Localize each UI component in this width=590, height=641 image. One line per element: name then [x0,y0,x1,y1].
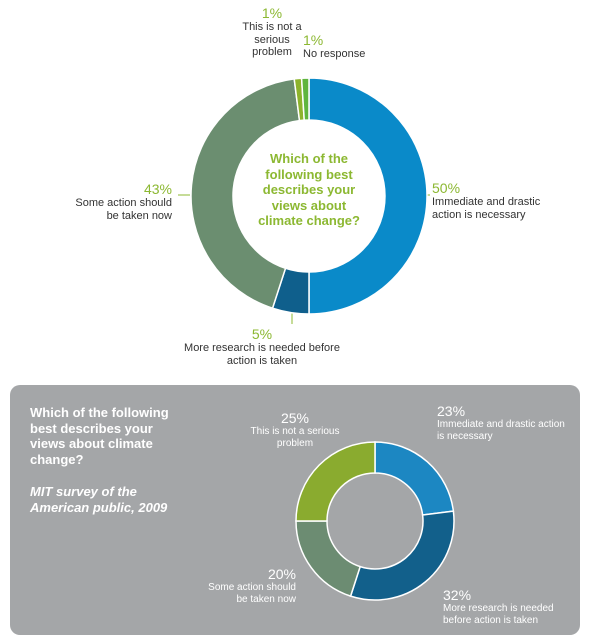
panel [10,385,580,635]
category-label: More research is needed before action is… [443,603,554,626]
donut-segment [308,77,428,315]
value-label: 23% [437,403,466,419]
value-label: 25% [280,410,310,426]
slice-label: 43% Some action should be taken now [62,181,172,222]
center-title: Which of the following best describes yo… [258,151,360,229]
value-label: 20% [267,566,296,582]
category-label: Immediate and drastic action is necessar… [432,196,541,221]
value-label: 43% [143,181,172,197]
slice-label: 25% This is not a serious problem [250,410,340,449]
donut-segment [300,77,310,121]
value-label: 5% [251,326,273,342]
donut-segment [295,441,376,522]
slice-label: 50% Immediate and drastic action is neces… [432,180,562,221]
panel-title: Which of the following best describes yo… [30,405,169,467]
slice-label: 1% No response [303,32,383,61]
slice-label: 32% More research is needed before action… [443,587,573,626]
slice-label: 1% This is not a serious problem [239,5,305,59]
category-label: This is not a serious problem [242,21,302,59]
donut-segment [190,78,301,310]
value-label: 50% [432,180,461,196]
panel-subtitle: MIT survey of the American public, 2009 [30,484,168,515]
value-label: 1% [261,5,283,21]
category-label: Some action should be taken now [208,582,296,605]
slice-label: 23% Immediate and drastic action is neces… [437,403,567,442]
value-label: 1% [303,32,324,48]
category-label: Immediate and drastic action is necessar… [437,419,565,442]
slice-label: 20% Some action should be taken now [196,566,296,605]
donut-segment [349,510,455,601]
category-label: More research is needed before action is… [184,342,340,367]
value-label: 32% [443,587,472,603]
category-label: Some action should be taken now [75,197,172,222]
category-label: No response [303,48,366,61]
slice-label: 5% More research is needed before action … [177,326,347,367]
category-label: This is not a serious problem [250,426,340,449]
